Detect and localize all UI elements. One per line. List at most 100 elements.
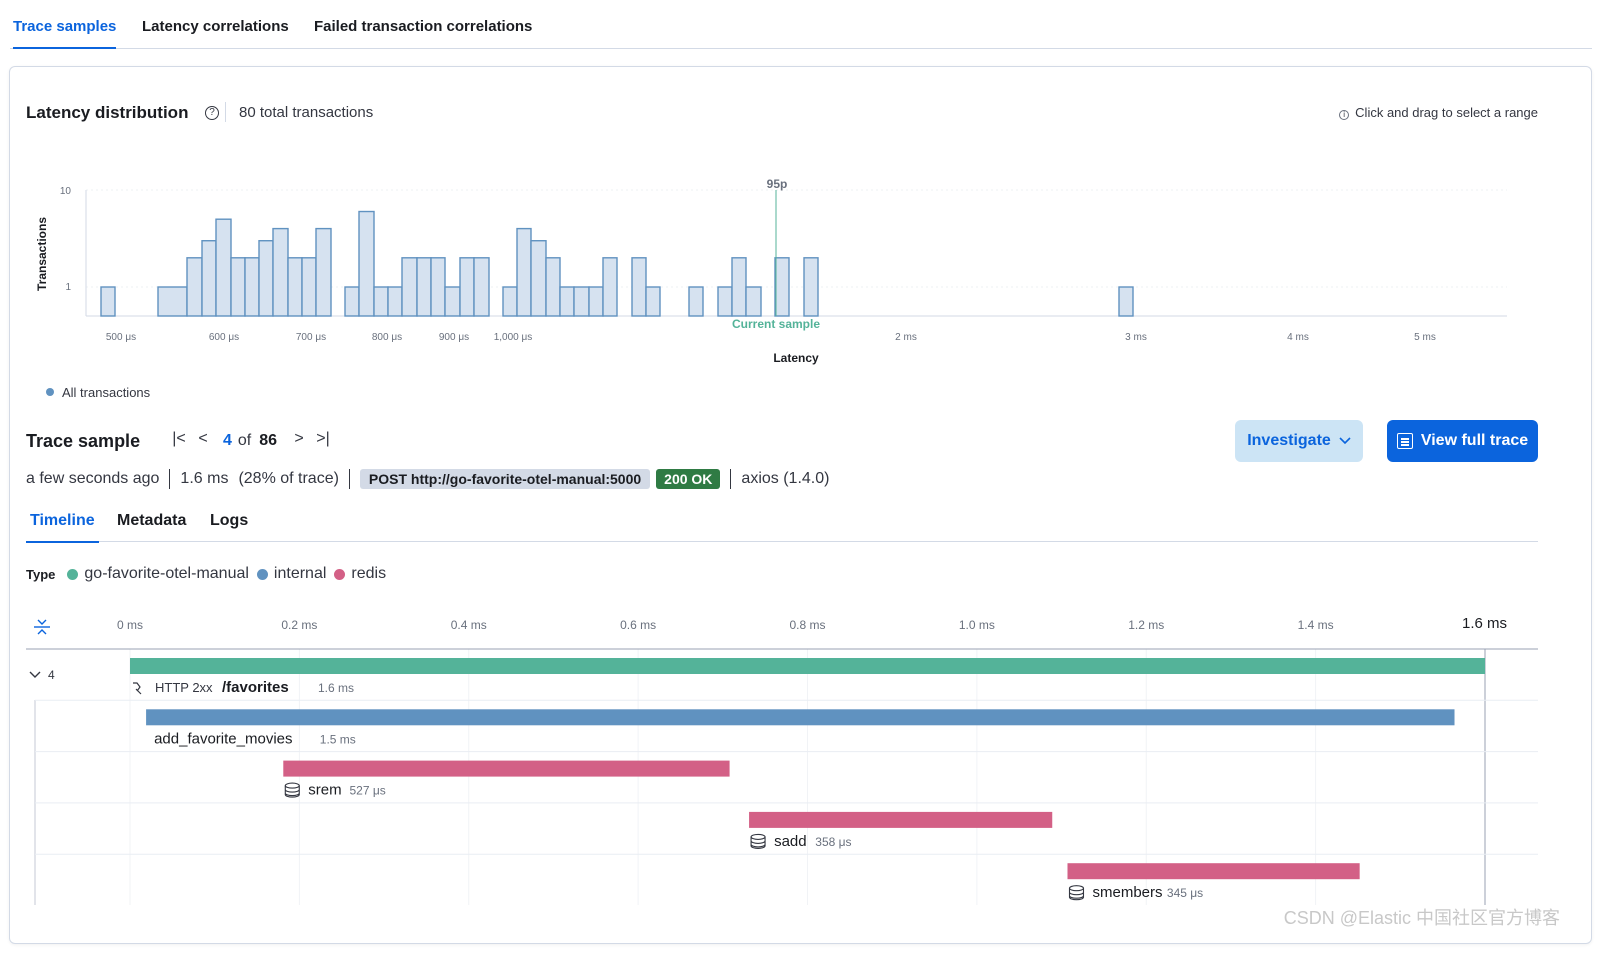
histogram-bin (530, 240, 547, 317)
database-icon (1068, 885, 1085, 901)
trace-waterfall: 0 ms 0.2 ms 0.4 ms 0.6 ms 0.8 ms 1.0 ms 1.2 ms… (26, 615, 1538, 905)
tab-failed-transaction-correlations[interactable]: Failed transaction correlations (314, 18, 533, 35)
x-tick: 3 ms (1125, 332, 1147, 343)
span-name[interactable]: smembers (1092, 884, 1162, 901)
timeline-ticks: 0 ms 0.2 ms 0.4 ms 0.6 ms 0.8 ms 1.0 ms 1.2 ms… (117, 615, 1507, 632)
span-bar[interactable] (749, 811, 1053, 828)
document-icon (1396, 433, 1413, 449)
x-tick: 500 μs (106, 332, 136, 343)
histogram-bin (602, 257, 618, 317)
histogram-bin (301, 257, 317, 317)
first-page-icon[interactable]: |< (172, 430, 186, 447)
prev-page-icon[interactable]: < (198, 430, 208, 447)
span-duration: 345 μs (1167, 886, 1203, 900)
database-icon-top (750, 833, 766, 840)
span-duration: 1.5 ms (320, 732, 356, 746)
chevron-down-icon[interactable] (29, 671, 41, 678)
span-bar[interactable] (1067, 863, 1360, 880)
histogram-bin (559, 286, 575, 317)
x-tick: 1,000 μs (494, 332, 533, 343)
histogram-bin (373, 286, 389, 317)
histogram-bin (803, 257, 819, 317)
histogram-bin (416, 257, 432, 317)
histogram-bin (315, 227, 332, 317)
type-item: redis (334, 565, 386, 583)
collapse-toggle[interactable]: 4 (29, 668, 55, 682)
select-range-hint: i Click and drag to select a range (1339, 105, 1538, 120)
histogram-bin (401, 257, 418, 317)
select-range-hint-text: Click and drag to select a range (1355, 105, 1538, 120)
histogram-bin (731, 257, 747, 317)
tab-metadata[interactable]: Metadata (117, 512, 187, 529)
span-name[interactable]: sadd (774, 833, 807, 850)
histogram-bin (459, 257, 475, 317)
database-icon-body (750, 836, 766, 849)
timestamp: a few seconds ago (26, 470, 160, 487)
investigate-button[interactable]: Investigate (1235, 420, 1363, 462)
child-count: 4 (48, 668, 55, 682)
tab-timeline[interactable]: Timeline (26, 512, 99, 543)
x-tick: 4 ms (1287, 332, 1309, 343)
span-name[interactable]: srem (308, 782, 341, 799)
trace-sample-title: Trace sample (26, 431, 141, 451)
histogram-bin (473, 257, 490, 317)
span-name[interactable]: /favorites (222, 679, 289, 696)
timeline-tick: 0.2 ms (281, 618, 317, 632)
histogram-bin (186, 257, 203, 317)
next-page-icon[interactable]: > (294, 430, 304, 447)
collapse-all-icon[interactable] (34, 619, 50, 635)
histogram-bin (717, 286, 733, 317)
histogram-bin (573, 286, 590, 317)
span-duration: 358 μs (815, 835, 851, 849)
percent-of-trace: (28% of trace) (238, 470, 339, 487)
help-icon[interactable]: ? (205, 106, 219, 120)
span-bar[interactable] (130, 658, 1485, 674)
histogram-bin (157, 286, 188, 317)
database-icon-top (1068, 885, 1085, 892)
detail-tabs: Timeline Metadata Logs (26, 502, 1538, 543)
histogram-bin (287, 257, 303, 317)
type-item: go-favorite-otel-manual (67, 565, 249, 583)
span-name[interactable]: add_favorite_movies (154, 730, 292, 747)
span-duration: 527 μs (349, 784, 385, 798)
watermark: CSDN @Elastic 中国社区官方博客 (1283, 908, 1560, 928)
histogram-bin (272, 227, 289, 317)
trace-summary: a few seconds ago 1.6 ms (28% of trace) … (26, 469, 829, 489)
span-bar[interactable] (283, 760, 730, 777)
histogram-bins (100, 210, 1134, 317)
page-of-label: of (237, 432, 252, 449)
last-page-icon[interactable]: >| (316, 430, 330, 447)
tab-latency-correlations[interactable]: Latency correlations (142, 18, 289, 35)
span-bar[interactable] (146, 709, 1455, 726)
tab-trace-samples[interactable]: Trace samples (13, 18, 117, 49)
type-name: redis (351, 565, 387, 582)
type-dot (334, 568, 346, 580)
x-tick: 800 μs (372, 332, 402, 343)
histogram-bin (745, 286, 762, 317)
timeline-tick: 1.0 ms (959, 618, 995, 632)
y-tick-1: 1 (65, 282, 71, 293)
main-panel (9, 66, 1592, 944)
database-icon-body (284, 785, 300, 798)
database-icon-top (284, 782, 300, 789)
timeline-tick: 1.4 ms (1298, 618, 1334, 632)
type-item: internal (256, 565, 326, 583)
histogram-bin (774, 257, 790, 317)
x-axis-label: Latency (773, 351, 819, 365)
info-icon: i (1339, 110, 1350, 120)
http-icon (133, 682, 142, 695)
x-tick: 5 ms (1414, 332, 1436, 343)
latency-histogram[interactable]: Transactions 10 1 500 μs 600 μs 700 μs 8… (0, 150, 1600, 380)
total-pages: 86 (259, 432, 278, 449)
histogram-bin (688, 286, 704, 317)
legend-dot (46, 388, 54, 396)
chart-legend[interactable]: All transactions (46, 385, 150, 400)
histogram-bin (545, 257, 561, 317)
view-full-trace-button[interactable]: View full trace (1387, 420, 1538, 462)
histogram-bin (344, 286, 360, 317)
histogram-bin (258, 240, 274, 317)
url-badge: POST http://go-favorite-otel-manual:5000 (359, 469, 651, 489)
trace-pagination: |< < 4 of 86 > >| (167, 430, 335, 452)
current-page[interactable]: 4 (223, 432, 232, 449)
tab-logs[interactable]: Logs (210, 512, 249, 529)
